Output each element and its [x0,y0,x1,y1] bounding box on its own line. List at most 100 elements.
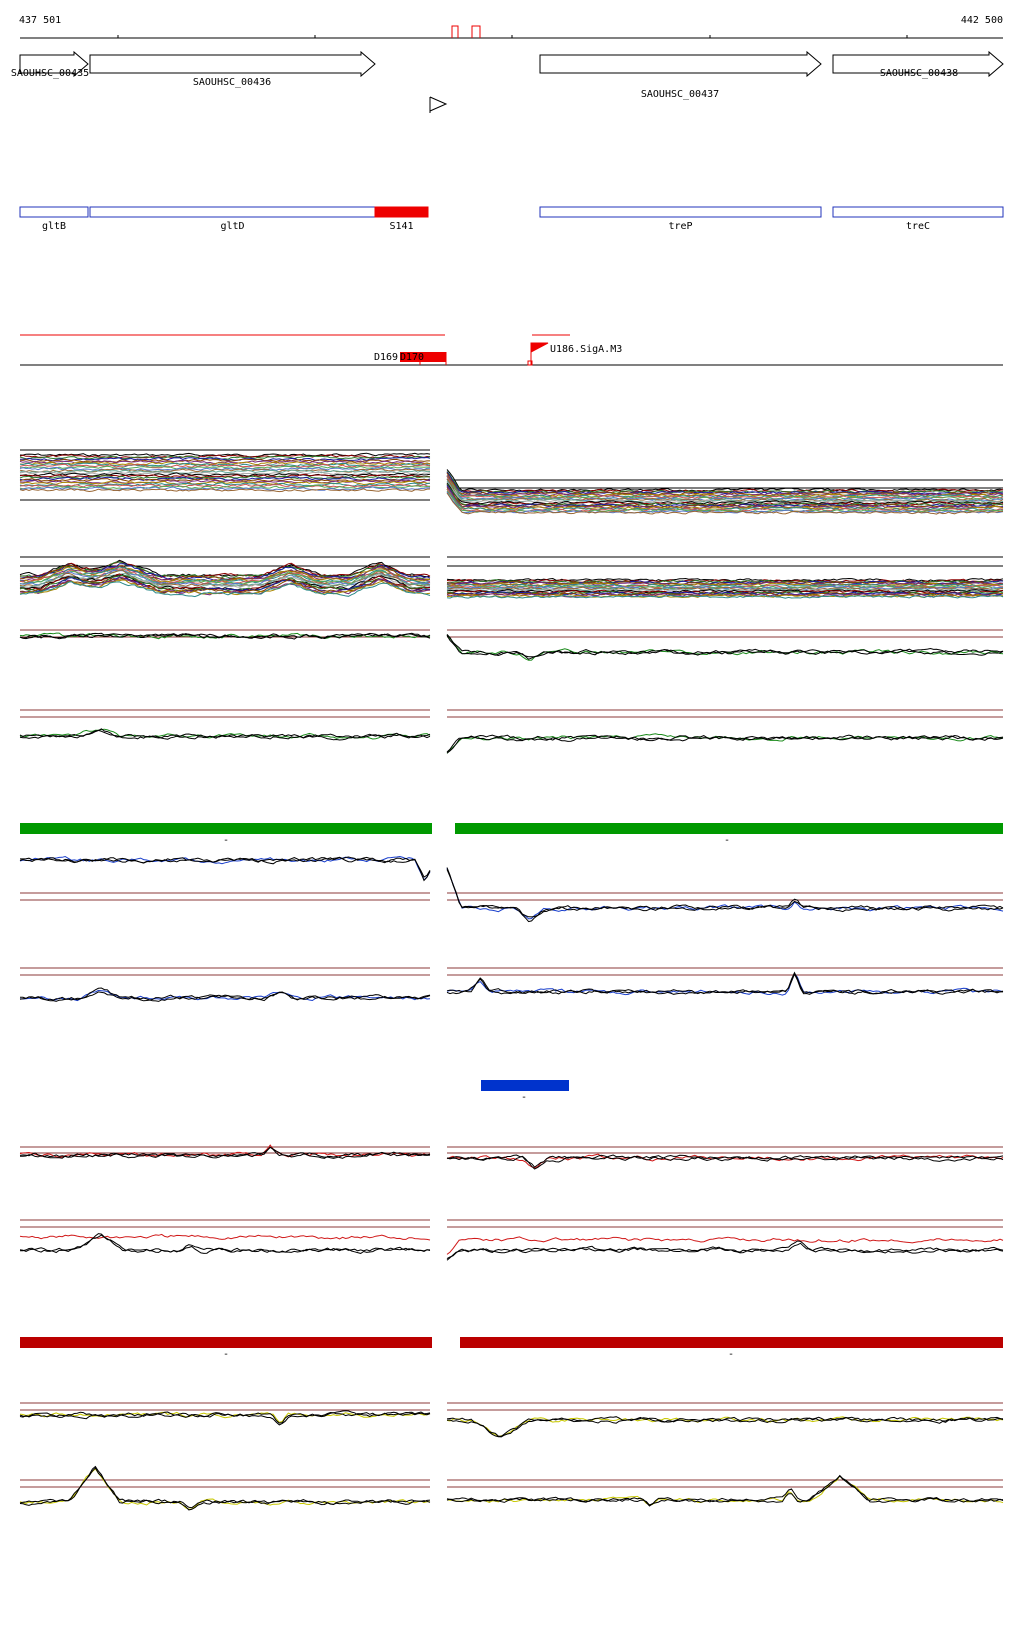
expression-trace [446,634,1004,658]
condition-bar-label: - [223,835,229,846]
expression-trace [19,1465,431,1511]
condition-bar [460,1337,1003,1348]
expression-trace [19,566,431,585]
expression-trace [19,1411,431,1423]
expression-trace [19,569,431,587]
expression-trace [19,463,431,469]
expression-trace [19,482,431,487]
expression-trace [446,589,1004,594]
annotation-label: treP [668,221,692,232]
expression-trace [19,579,431,596]
expression-trace [446,586,1004,591]
condition-bar [481,1080,569,1091]
condition-bar-track-2: - [481,1080,569,1103]
expression-tracks [19,449,1004,1511]
expression-trace [446,1416,1004,1438]
feature-track: D169 D170 U186.SigA.M3 [20,334,1003,366]
expression-trace [19,465,431,470]
expression-trace [446,867,1004,918]
expression-trace [446,1154,1004,1168]
gene-track: SAOUHSC_00435 SAOUHSC_00436 SAOUHSC_00437 S… [11,50,1004,100]
gene-arrow[interactable] [89,50,376,78]
expression-trace [446,734,1004,754]
annotation-label: gltD [220,221,244,232]
expression-trace [19,632,431,640]
annotation-box[interactable] [374,206,429,218]
expression-trace [19,469,431,474]
expression-trace [19,573,431,591]
expression-trace [19,1411,431,1424]
gene-label: SAOUHSC_00437 [641,89,719,100]
expression-trace [19,857,431,882]
expression-trace [446,488,1004,513]
expression-trace [446,1236,1004,1255]
expression-trace [19,1146,431,1159]
expression-trace [446,1154,1004,1170]
expression-trace [19,559,431,578]
expression-trace [19,632,431,640]
condition-bar-label: - [724,835,730,846]
expression-trace [19,488,431,493]
feature-d170 [400,352,424,362]
expression-trace [19,454,431,459]
expression-trace [446,972,1004,995]
annotation-label: treC [906,221,930,232]
expression-trace [19,987,431,1002]
annotation-box[interactable] [89,206,376,218]
condition-bar-label: - [223,1349,229,1360]
gene-arrow[interactable] [832,50,1004,78]
expression-trace [446,594,1004,599]
expression-trace [19,569,431,586]
condition-bar-label: - [728,1349,734,1360]
expression-trace [446,492,1004,515]
expression-trace [19,573,431,590]
annotation-box[interactable] [19,206,89,218]
expression-trace [19,473,431,479]
expression-trace [19,472,431,477]
feature-label-u186: U186.SigA.M3 [550,344,622,355]
gene-label: SAOUHSC_00435 [11,68,89,79]
expression-trace [19,480,431,486]
annotation-box[interactable] [539,206,822,218]
expression-trace [446,734,1004,753]
expression-trace [19,1233,431,1254]
expression-trace [446,594,1004,599]
expression-trace [446,469,1004,492]
expression-trace [446,478,1004,502]
expression-trace [446,475,1004,497]
expression-trace [19,1233,431,1241]
annotation-label: S141 [389,221,413,232]
condition-bar [20,823,432,834]
feature-flag-u186 [530,342,549,365]
expression-trace [19,991,431,1002]
expression-trace [446,635,1004,660]
start-coordinate: 437 501 [19,15,61,26]
expression-trace [446,577,1004,583]
end-coordinate: 442 500 [961,15,1003,26]
expression-trace [446,1475,1004,1506]
gene-arrow[interactable] [539,50,822,78]
expression-trace [446,482,1004,506]
expression-trace [446,491,1004,514]
expression-trace [446,1153,1004,1169]
expression-trace [446,868,1004,920]
gene-arrow[interactable] [19,50,89,78]
condition-bar [455,823,1003,834]
expression-trace [19,728,431,739]
expression-trace [446,1416,1004,1438]
condition-bar-label: - [521,1092,527,1103]
gene-label: SAOUHSC_00436 [193,77,271,88]
expression-trace [19,452,431,458]
expression-trace [446,585,1004,591]
expression-trace [19,581,431,598]
expression-trace [446,869,1004,923]
condition-bar-track-3: - - [20,1337,1003,1360]
feature-label-d169: D169 [374,352,398,363]
annotation-box[interactable] [832,206,1004,218]
annotation-track: gltB gltD S141 treP treC [19,206,1004,232]
expression-trace [19,468,431,473]
expression-trace [446,578,1004,583]
annotation-label: gltB [42,221,66,232]
expression-trace [446,1242,1004,1261]
